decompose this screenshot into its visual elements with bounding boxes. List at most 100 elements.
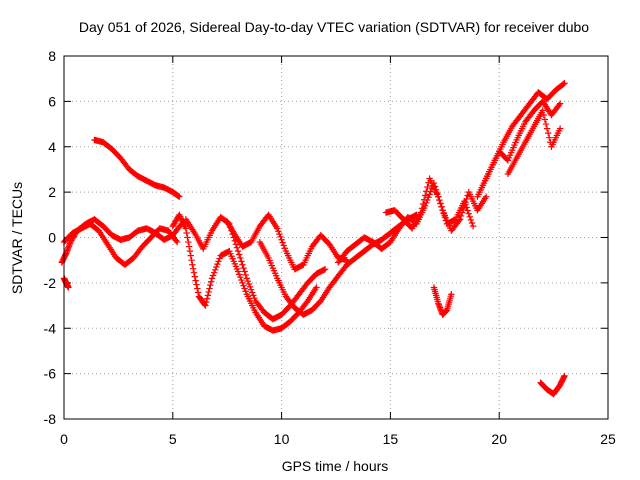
data-point bbox=[463, 204, 470, 211]
data-point bbox=[182, 225, 190, 232]
data-point bbox=[204, 292, 212, 299]
series-track-a bbox=[91, 136, 183, 200]
data-point bbox=[560, 80, 567, 88]
data-point bbox=[423, 188, 430, 195]
data-point bbox=[276, 230, 283, 238]
data-point bbox=[250, 292, 257, 299]
data-point bbox=[249, 289, 256, 296]
data-point bbox=[441, 213, 448, 221]
data-point bbox=[238, 258, 245, 265]
data-point bbox=[235, 251, 243, 258]
data-point bbox=[184, 234, 191, 241]
data-point bbox=[237, 254, 244, 262]
data-point bbox=[173, 238, 181, 246]
data-point bbox=[274, 225, 281, 232]
data-point bbox=[546, 134, 553, 141]
y-tick-label: 2 bbox=[48, 184, 56, 200]
data-point bbox=[241, 285, 248, 292]
data-point bbox=[555, 101, 563, 109]
data-point bbox=[203, 298, 210, 306]
data-point bbox=[209, 272, 217, 279]
data-point bbox=[422, 192, 429, 199]
plot-frame bbox=[63, 55, 609, 420]
data-point bbox=[556, 125, 564, 132]
data-point bbox=[425, 194, 432, 201]
data-point bbox=[277, 233, 284, 241]
data-point bbox=[234, 268, 242, 275]
data-point bbox=[466, 213, 474, 220]
data-point bbox=[214, 260, 221, 268]
data-point bbox=[241, 268, 248, 275]
data-point bbox=[213, 263, 220, 271]
data-points bbox=[58, 80, 568, 398]
data-point bbox=[313, 284, 320, 291]
data-point bbox=[188, 256, 195, 264]
grid-lines bbox=[64, 56, 608, 419]
data-point bbox=[202, 302, 209, 309]
data-point bbox=[238, 276, 245, 284]
data-point bbox=[247, 286, 255, 293]
data-point bbox=[234, 247, 242, 255]
data-point bbox=[65, 284, 72, 291]
data-point bbox=[212, 266, 219, 274]
data-point bbox=[440, 210, 447, 217]
data-point bbox=[251, 294, 258, 302]
data-point bbox=[243, 275, 250, 282]
data-point bbox=[185, 238, 192, 246]
data-point bbox=[192, 277, 199, 284]
series-track-i bbox=[334, 179, 490, 266]
data-point bbox=[235, 271, 243, 278]
data-point bbox=[435, 193, 442, 200]
data-point bbox=[244, 277, 252, 285]
data-point bbox=[172, 237, 180, 244]
data-point bbox=[455, 217, 463, 224]
data-point bbox=[461, 198, 468, 205]
data-point bbox=[417, 209, 425, 216]
data-point bbox=[194, 285, 201, 292]
axis-ticks: 0 5 10 15 20 25 -8 -6 -4 -2 0 2 4 6 8 bbox=[44, 48, 616, 447]
y-tick-label: 6 bbox=[48, 93, 56, 109]
y-tick-label: 4 bbox=[48, 139, 56, 155]
data-point bbox=[242, 288, 249, 295]
data-point bbox=[419, 200, 427, 208]
data-point bbox=[420, 196, 428, 203]
y-tick-label: -8 bbox=[44, 411, 57, 427]
x-tick-label: 25 bbox=[600, 431, 616, 447]
data-point bbox=[203, 295, 211, 302]
data-point bbox=[544, 129, 552, 137]
x-tick-label: 5 bbox=[169, 431, 177, 447]
data-point bbox=[193, 281, 200, 288]
series-track-b bbox=[58, 216, 185, 266]
y-tick-label: -4 bbox=[44, 320, 57, 336]
data-point bbox=[245, 280, 253, 288]
data-point bbox=[210, 269, 218, 276]
data-point bbox=[467, 216, 475, 224]
x-tick-label: 20 bbox=[491, 431, 507, 447]
data-point bbox=[561, 372, 568, 380]
data-point bbox=[239, 261, 246, 268]
data-point bbox=[542, 120, 550, 128]
data-point bbox=[205, 288, 212, 296]
series-track-o bbox=[537, 372, 568, 398]
y-tick-label: 8 bbox=[48, 48, 56, 64]
data-point bbox=[437, 200, 444, 207]
data-point bbox=[237, 274, 244, 281]
x-axis-label: GPS time / hours bbox=[282, 458, 389, 474]
data-point bbox=[233, 244, 241, 251]
x-tick-label: 0 bbox=[60, 431, 68, 447]
x-tick-label: 15 bbox=[383, 431, 399, 447]
data-point bbox=[279, 239, 286, 246]
data-point bbox=[457, 212, 465, 220]
data-point bbox=[207, 281, 214, 289]
data-point bbox=[278, 236, 285, 243]
data-point bbox=[465, 210, 472, 217]
data-point bbox=[240, 282, 247, 289]
series-track-k bbox=[430, 284, 455, 318]
y-tick-label: 0 bbox=[48, 230, 56, 246]
data-point bbox=[556, 100, 564, 107]
data-point bbox=[468, 219, 476, 227]
data-point bbox=[275, 228, 282, 235]
data-point bbox=[424, 183, 431, 191]
data-point bbox=[462, 201, 469, 208]
